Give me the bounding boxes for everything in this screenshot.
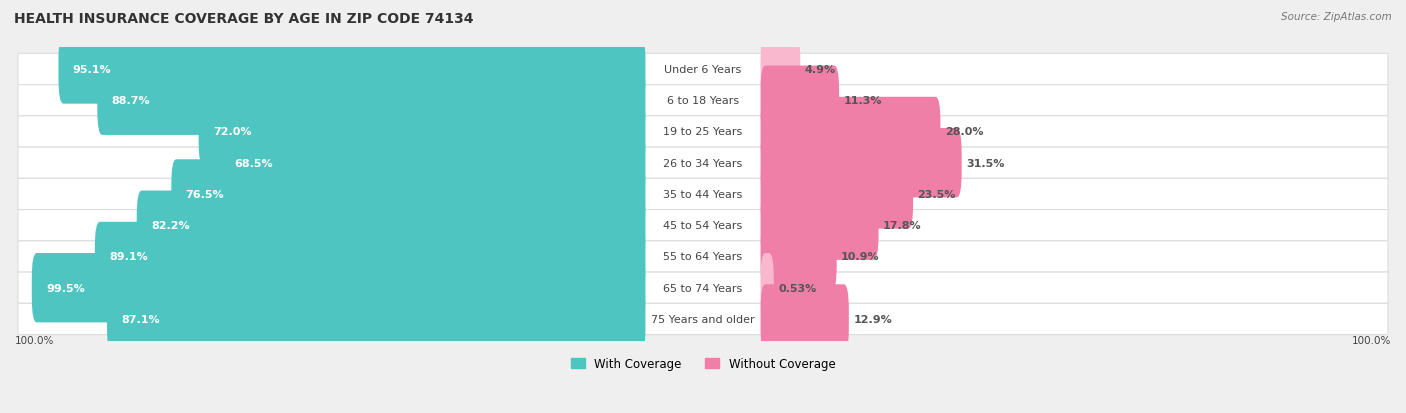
- FancyBboxPatch shape: [761, 97, 941, 167]
- FancyBboxPatch shape: [18, 54, 1388, 85]
- Text: Under 6 Years: Under 6 Years: [665, 65, 741, 75]
- Text: 4.9%: 4.9%: [804, 65, 835, 75]
- Text: 35 to 44 Years: 35 to 44 Years: [664, 190, 742, 199]
- FancyBboxPatch shape: [219, 129, 645, 198]
- Text: 12.9%: 12.9%: [853, 314, 891, 324]
- FancyBboxPatch shape: [136, 191, 645, 260]
- Legend: With Coverage, Without Coverage: With Coverage, Without Coverage: [571, 357, 835, 370]
- FancyBboxPatch shape: [761, 160, 912, 229]
- FancyBboxPatch shape: [761, 35, 800, 104]
- Text: 89.1%: 89.1%: [110, 252, 148, 262]
- Text: HEALTH INSURANCE COVERAGE BY AGE IN ZIP CODE 74134: HEALTH INSURANCE COVERAGE BY AGE IN ZIP …: [14, 12, 474, 26]
- Text: 19 to 25 Years: 19 to 25 Years: [664, 127, 742, 137]
- FancyBboxPatch shape: [761, 66, 839, 135]
- FancyBboxPatch shape: [18, 210, 1388, 241]
- Text: 11.3%: 11.3%: [844, 96, 882, 106]
- FancyBboxPatch shape: [18, 304, 1388, 335]
- FancyBboxPatch shape: [107, 285, 645, 354]
- Text: 82.2%: 82.2%: [150, 221, 190, 230]
- Text: 88.7%: 88.7%: [111, 96, 150, 106]
- FancyBboxPatch shape: [18, 116, 1388, 148]
- Text: 6 to 18 Years: 6 to 18 Years: [666, 96, 740, 106]
- Text: 75 Years and older: 75 Years and older: [651, 314, 755, 324]
- FancyBboxPatch shape: [94, 222, 645, 292]
- Text: 99.5%: 99.5%: [46, 283, 84, 293]
- Text: 31.5%: 31.5%: [966, 158, 1004, 169]
- FancyBboxPatch shape: [761, 191, 879, 260]
- Text: 76.5%: 76.5%: [186, 190, 225, 199]
- FancyBboxPatch shape: [761, 254, 773, 323]
- Text: 100.0%: 100.0%: [15, 335, 55, 345]
- Text: 72.0%: 72.0%: [214, 127, 252, 137]
- FancyBboxPatch shape: [32, 254, 645, 323]
- Text: 26 to 34 Years: 26 to 34 Years: [664, 158, 742, 169]
- FancyBboxPatch shape: [761, 129, 962, 198]
- FancyBboxPatch shape: [97, 66, 645, 135]
- Text: 65 to 74 Years: 65 to 74 Years: [664, 283, 742, 293]
- FancyBboxPatch shape: [18, 148, 1388, 179]
- Text: 17.8%: 17.8%: [883, 221, 921, 230]
- FancyBboxPatch shape: [761, 285, 849, 354]
- Text: 68.5%: 68.5%: [235, 158, 273, 169]
- Text: 100.0%: 100.0%: [1351, 335, 1391, 345]
- Text: 10.9%: 10.9%: [841, 252, 880, 262]
- Text: 23.5%: 23.5%: [918, 190, 956, 199]
- FancyBboxPatch shape: [18, 85, 1388, 116]
- FancyBboxPatch shape: [761, 222, 837, 292]
- Text: Source: ZipAtlas.com: Source: ZipAtlas.com: [1281, 12, 1392, 22]
- FancyBboxPatch shape: [172, 160, 645, 229]
- Text: 87.1%: 87.1%: [121, 314, 160, 324]
- Text: 45 to 54 Years: 45 to 54 Years: [664, 221, 742, 230]
- Text: 95.1%: 95.1%: [73, 65, 111, 75]
- FancyBboxPatch shape: [18, 179, 1388, 210]
- FancyBboxPatch shape: [18, 241, 1388, 273]
- FancyBboxPatch shape: [59, 35, 645, 104]
- FancyBboxPatch shape: [198, 97, 645, 167]
- FancyBboxPatch shape: [18, 273, 1388, 304]
- Text: 28.0%: 28.0%: [945, 127, 983, 137]
- Text: 55 to 64 Years: 55 to 64 Years: [664, 252, 742, 262]
- Text: 0.53%: 0.53%: [778, 283, 817, 293]
